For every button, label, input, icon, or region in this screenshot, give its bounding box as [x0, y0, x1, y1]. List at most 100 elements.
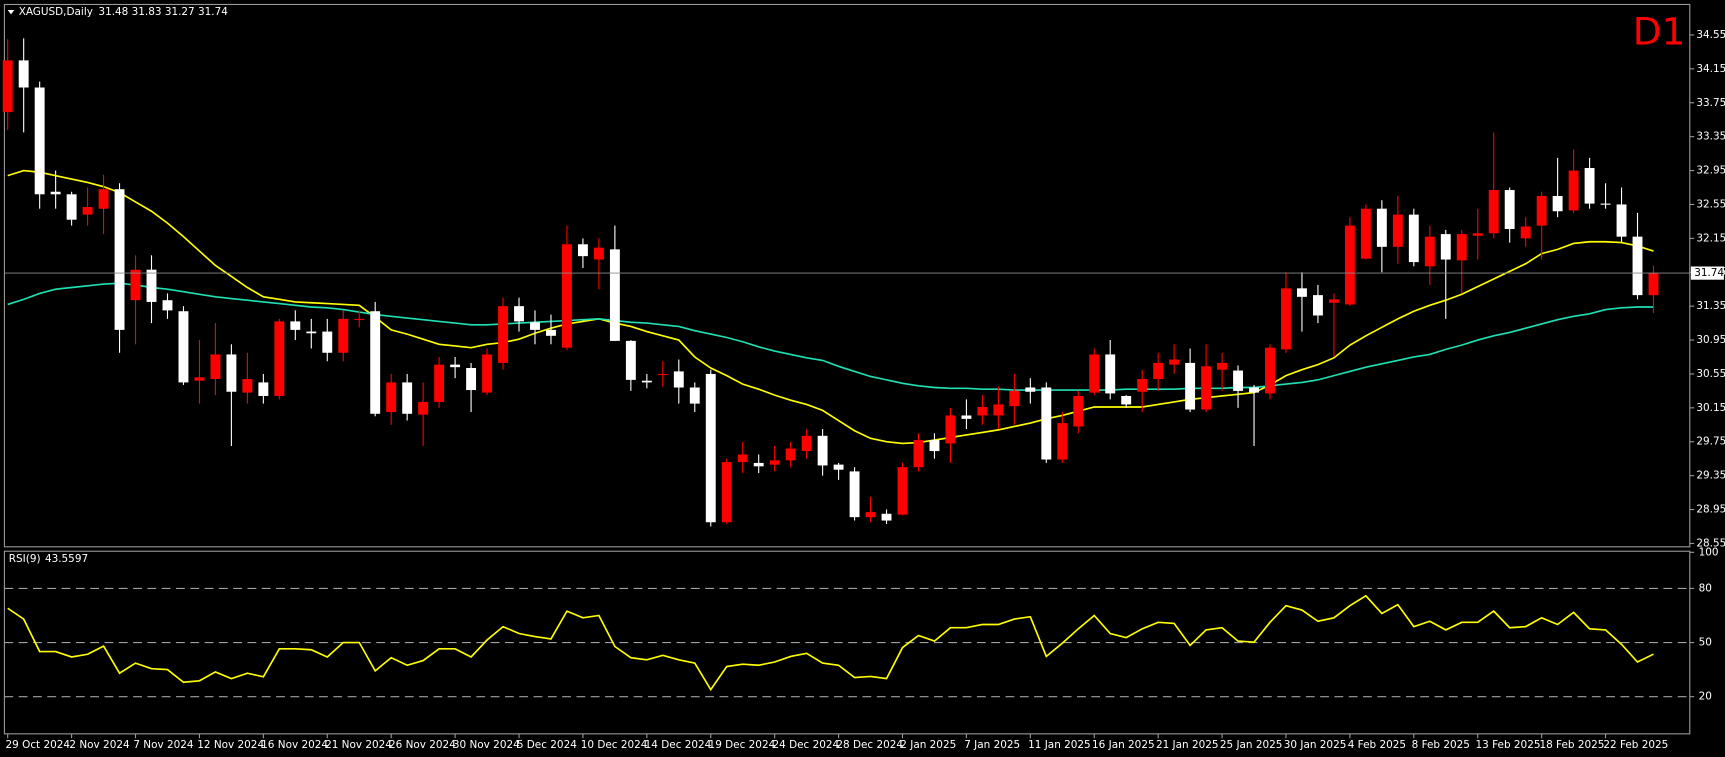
candle-body [1328, 299, 1339, 303]
candle-body [1281, 288, 1291, 350]
candle-body [1376, 208, 1387, 247]
candle-body [897, 467, 908, 515]
candle-body [338, 318, 349, 353]
rsi-label: RSI(9) [9, 553, 41, 565]
y-tick-label: 30.55 [1696, 368, 1725, 380]
candle-body [593, 247, 604, 260]
y-tick-label: 28.55 [1696, 537, 1725, 549]
rsi-tick-label: 20 [1699, 691, 1712, 703]
candle-body [609, 249, 620, 341]
x-tick-label: 4 Feb 2025 [1348, 739, 1406, 751]
candle-body [945, 415, 956, 444]
candle-body [498, 306, 508, 363]
menu-arrow[interactable] [7, 9, 15, 15]
candle-body [1297, 288, 1307, 297]
candle-body [1648, 273, 1659, 296]
candle-body [546, 329, 556, 336]
candle-body [226, 354, 237, 392]
rsi-tick-label: 80 [1699, 582, 1712, 594]
candle-body [258, 382, 269, 396]
candle-body [929, 440, 940, 452]
x-tick-label: 13 Feb 2025 [1476, 739, 1541, 751]
candle-body [785, 448, 796, 461]
x-tick-label: 30 Jan 2025 [1284, 739, 1347, 751]
candle-body [514, 306, 524, 322]
candle-body [130, 269, 141, 301]
candle-body [961, 415, 972, 419]
candle-body [370, 311, 381, 414]
candle-body [1057, 423, 1068, 460]
current-price-box [1690, 266, 1724, 280]
x-tick-label: 12 Nov 2024 [197, 739, 264, 751]
x-tick-label: 10 Dec 2024 [581, 739, 648, 751]
candle-body [1185, 362, 1196, 410]
rsi-value: 43.5597 [45, 553, 88, 565]
y-tick-label: 32.55 [1696, 198, 1725, 210]
candle-body [450, 364, 461, 368]
y-tick-label: 31.35 [1696, 300, 1725, 312]
candle-body [1584, 168, 1595, 204]
x-tick-label: 16 Nov 2024 [261, 739, 328, 751]
candle-body [689, 387, 700, 404]
price-panel [3, 3, 1691, 548]
candle-body [114, 189, 125, 330]
candle-body [1472, 233, 1483, 236]
x-tick-label: 11 Jan 2025 [1028, 739, 1091, 751]
candle-body [1616, 204, 1627, 237]
candle-body [1009, 390, 1020, 407]
candle-body [1073, 395, 1084, 427]
candle-body [98, 189, 109, 209]
candle-body [657, 373, 668, 376]
candle-body [865, 512, 876, 518]
candle-body [769, 460, 780, 465]
y-tick-label: 34.15 [1696, 63, 1725, 75]
candle-body [530, 322, 540, 330]
candle-body [50, 191, 61, 195]
candle-body [1392, 214, 1403, 247]
moving-average [7, 282, 1654, 391]
candle-body [178, 311, 189, 383]
candle-body [753, 462, 764, 467]
candle-body [705, 373, 716, 523]
y-tick-label: 30.95 [1696, 334, 1725, 346]
candle-body [1233, 370, 1243, 391]
x-tick-label: 8 Feb 2025 [1412, 739, 1470, 751]
candle-body [1105, 354, 1116, 394]
low-value: 31.27 [165, 6, 195, 18]
x-tick-label: 30 Nov 2024 [453, 739, 520, 751]
candle-body [1536, 195, 1547, 226]
moving-average [7, 169, 1654, 445]
candle-body [1344, 225, 1355, 305]
candle-body [18, 60, 29, 88]
symbol-title: XAGUSD,Daily [19, 6, 93, 18]
candle-body [146, 269, 157, 302]
candle-body [1153, 362, 1164, 380]
x-tick-label: 25 Jan 2025 [1220, 739, 1283, 751]
x-tick-label: 24 Dec 2024 [772, 739, 839, 751]
candle-body [482, 354, 493, 393]
candle-body [66, 194, 77, 220]
candle-body [34, 87, 45, 195]
candle-body [194, 377, 205, 381]
candle-body [1600, 203, 1611, 205]
candle-body [817, 435, 828, 466]
candle-body [466, 368, 477, 391]
candle-body [1408, 214, 1419, 263]
candle-body [1041, 387, 1052, 460]
rsi-line [7, 594, 1654, 692]
candle-body [418, 401, 429, 415]
x-tick-label: 2 Nov 2024 [69, 739, 130, 751]
timeframe: D1 [1633, 10, 1686, 54]
x-tick-label: 19 Dec 2024 [709, 739, 776, 751]
x-tick-label: 14 Dec 2024 [645, 739, 712, 751]
candle-body [1424, 236, 1435, 267]
candle-body [977, 406, 988, 416]
open-value: 31.48 [98, 6, 128, 18]
candle-body [274, 321, 285, 396]
candle-body [354, 318, 365, 320]
x-tick-label: 5 Dec 2024 [517, 739, 577, 751]
candle-body [386, 382, 397, 413]
y-tick-label: 33.35 [1696, 131, 1725, 143]
candle-body [242, 379, 253, 393]
